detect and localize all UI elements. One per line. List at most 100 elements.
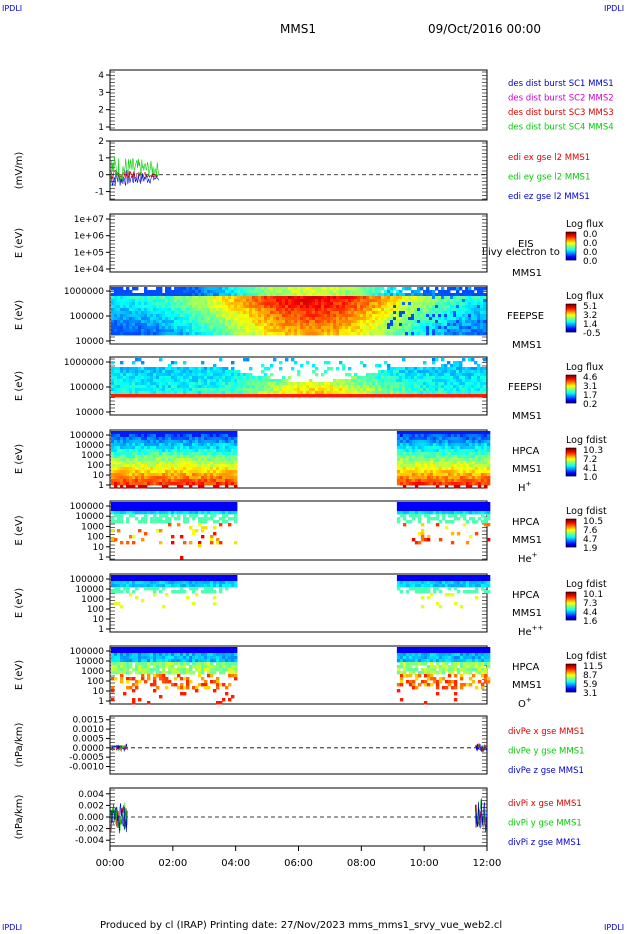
spectro-cell [384, 290, 388, 294]
spectro-cell [282, 320, 286, 324]
spectro-cell [192, 382, 196, 386]
spectro-cell [456, 446, 461, 450]
spectro-cell [138, 452, 142, 456]
spectro-cell [222, 323, 226, 327]
spectro-cell [195, 302, 199, 306]
spectro-cell [153, 308, 157, 312]
spectro-cell [225, 379, 229, 383]
spectro-cell [120, 287, 124, 291]
spectro-cell [213, 323, 217, 327]
spectro-cell [447, 293, 451, 297]
spectro-cell [393, 388, 397, 392]
spectro-cell [168, 373, 172, 377]
spectro-cell [441, 323, 445, 327]
y-tick-label: 100 [87, 533, 104, 543]
spectro-cell [366, 373, 370, 377]
spectro-cell [390, 302, 394, 306]
spectro-cell [249, 293, 253, 297]
spectro-cell [450, 476, 455, 480]
spectro-cell [159, 476, 163, 480]
spectro-cell [285, 391, 289, 395]
spectro-cell [189, 376, 193, 380]
spectro-cell [126, 370, 130, 374]
spectro-cell [396, 385, 400, 389]
spectro-cell [372, 382, 376, 386]
spectro-cell [207, 391, 211, 395]
spectro-cell [285, 382, 289, 386]
spectro-cell [114, 437, 118, 441]
spectro-cell [459, 449, 464, 453]
spectro-cell [432, 290, 436, 294]
spectro-cell [417, 473, 422, 477]
spectro-cell [381, 317, 385, 321]
spectro-cell [408, 473, 413, 477]
spectro-cell [201, 449, 205, 453]
spectro-cell [195, 434, 199, 438]
spectro-cell [222, 461, 226, 465]
spectro-cell [288, 290, 292, 294]
spectro-cell [159, 320, 163, 324]
spectro-cell [174, 305, 178, 309]
spectro-cell [327, 326, 331, 330]
spectro-cell [213, 370, 217, 374]
spectro-cell [207, 382, 211, 386]
spectro-cell [198, 446, 202, 450]
spectro-cell [168, 467, 172, 471]
spectro-cell [234, 388, 238, 392]
spectro-cell [138, 373, 142, 377]
spectro-cell [231, 467, 235, 471]
spectro-cell [231, 455, 235, 459]
spectro-cell [309, 379, 313, 383]
spectro-cell [180, 311, 184, 315]
spectro-cell [348, 293, 352, 297]
spectro-cell [309, 302, 313, 306]
spectro-cell [165, 314, 169, 318]
spectro-cell [156, 382, 160, 386]
spectro-cell [147, 314, 151, 318]
spectro-cell [441, 382, 445, 386]
spectro-cell [129, 376, 133, 380]
colorbar-band [566, 247, 576, 249]
spectro-cell [432, 332, 436, 336]
spectro-cell [147, 394, 151, 398]
spectro-cell [156, 308, 160, 312]
spectro-cell [432, 461, 437, 465]
spectro-cell [399, 320, 403, 324]
spectro-cell [369, 323, 373, 327]
spectro-cell [375, 311, 379, 315]
spectro-cell [369, 382, 373, 386]
spectro-cell [165, 455, 169, 459]
spectro-cell [201, 476, 205, 480]
spectro-cell [165, 317, 169, 321]
spectro-cell [444, 296, 448, 300]
spectro-cell [189, 394, 193, 398]
spectro-cell [192, 332, 196, 336]
spectro-cell [243, 302, 247, 306]
spectro-cell [381, 302, 385, 306]
spectro-cell [405, 467, 410, 471]
spectro-cell [153, 385, 157, 389]
spectro-cell [357, 320, 361, 324]
spectro-cell [441, 320, 445, 324]
spectro-cell [450, 332, 454, 336]
spectro-cell [222, 449, 226, 453]
spectro-cell [396, 326, 400, 330]
spectro-cell [174, 320, 178, 324]
spectro-cell [474, 296, 478, 300]
spectro-cell [201, 434, 205, 438]
spectro-cell [174, 452, 178, 456]
spectro-cell [216, 317, 220, 321]
spectro-cell [321, 391, 325, 395]
spectro-cell [189, 485, 193, 489]
spectro-cell [426, 470, 431, 474]
spectro-cell [411, 467, 416, 471]
spectro-cell [312, 320, 316, 324]
spectro-cell [195, 473, 199, 477]
spectro-cell [195, 370, 199, 374]
spectro-cell [192, 308, 196, 312]
spectro-cell [141, 440, 145, 444]
spectro-cell [348, 373, 352, 377]
spectro-cell [456, 379, 460, 383]
spectro-cell [399, 293, 403, 297]
spectro-cell [150, 290, 154, 294]
